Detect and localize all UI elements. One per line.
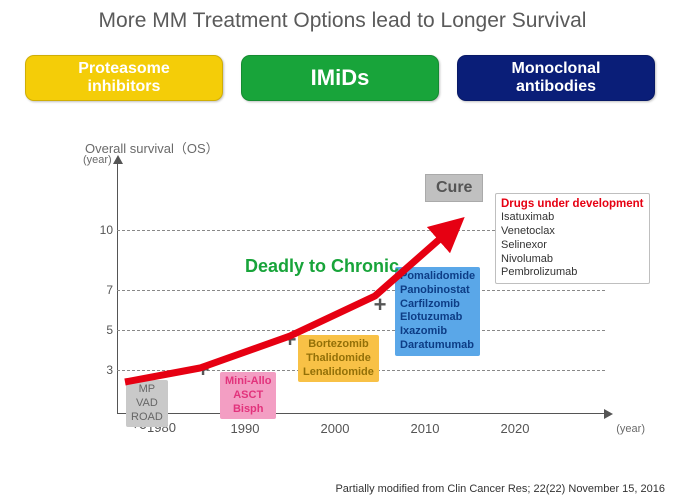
y-tick-label: 3: [95, 363, 113, 377]
drug-name: Mini-Allo: [225, 375, 271, 389]
plus-icon: +: [197, 357, 210, 383]
drug-name: Ixazomib: [400, 325, 475, 339]
x-axis: [117, 413, 605, 414]
drug-name: Panobinostat: [400, 284, 475, 298]
drug-box-mp: MPVADROAD: [126, 380, 168, 427]
drug-name: MP: [131, 383, 163, 397]
y-axis: [117, 162, 118, 414]
x-axis-unit: (year): [616, 423, 645, 435]
drug-name: Bisph: [225, 403, 271, 417]
x-tick-label: 2020: [501, 421, 530, 436]
label-deadly-to-chronic: Deadly to Chronic: [245, 256, 399, 277]
y-tick-label: 7: [95, 283, 113, 297]
drug-name: VAD: [131, 397, 163, 411]
drug-name: ASCT: [225, 389, 271, 403]
category-row: Proteasomeinhibitors IMiDs Monoclonalant…: [25, 55, 655, 101]
slide-title: More MM Treatment Options lead to Longer…: [0, 9, 685, 33]
gridline: [117, 330, 605, 331]
drug-name: Thalidomide: [303, 352, 374, 366]
drug-box-dev: Drugs under developmentIsatuximabVenetoc…: [495, 193, 650, 284]
drug-box-poma: PomalidomidePanobinostatCarfilzomibElotu…: [395, 267, 480, 356]
drug-name: Pembrolizumab: [501, 266, 644, 280]
x-tick-label: 1990: [231, 421, 260, 436]
gridline: [117, 290, 605, 291]
y-tick-label: 5: [95, 323, 113, 337]
plus-icon: +: [284, 327, 297, 353]
x-axis-arrowhead-icon: [604, 409, 613, 419]
citation-text: Partially modified from Clin Cancer Res;…: [335, 483, 665, 495]
drug-name: Elotuzumab: [400, 311, 475, 325]
slide: { "title": "More MM Treatment Options le…: [0, 0, 685, 501]
drug-name: Carfilzomib: [400, 298, 475, 312]
y-axis-arrowhead-icon: [113, 155, 123, 164]
drug-name: Pomalidomide: [400, 270, 475, 284]
drug-name: ROAD: [131, 411, 163, 425]
drug-name: Lenalidomide: [303, 366, 374, 380]
category-monoclonal: Monoclonalantibodies: [457, 55, 655, 101]
drug-box-bort: BortezomibThalidomideLenalidomide: [298, 335, 379, 382]
label-cure: Cure: [425, 174, 483, 202]
x-tick-label: 2000: [321, 421, 350, 436]
drug-box-miniallo: Mini-AlloASCTBisph: [220, 372, 276, 419]
x-tick-label: 2010: [411, 421, 440, 436]
plus-icon: +: [374, 292, 387, 318]
drug-name: Nivolumab: [501, 253, 644, 267]
drug-box-title: Drugs under development: [501, 197, 644, 211]
drug-name: Venetoclax: [501, 225, 644, 239]
survival-chart: Overall survival（OS） (year) (year) 35710…: [55, 140, 635, 450]
drug-name: Isatuximab: [501, 211, 644, 225]
drug-name: Bortezomib: [303, 338, 374, 352]
y-axis-unit: (year): [83, 154, 112, 166]
drug-name: Selinexor: [501, 239, 644, 253]
category-proteasome: Proteasomeinhibitors: [25, 55, 223, 101]
drug-name: Daratumumab: [400, 339, 475, 353]
category-imids: IMiDs: [241, 55, 439, 101]
y-tick-label: 10: [95, 223, 113, 237]
